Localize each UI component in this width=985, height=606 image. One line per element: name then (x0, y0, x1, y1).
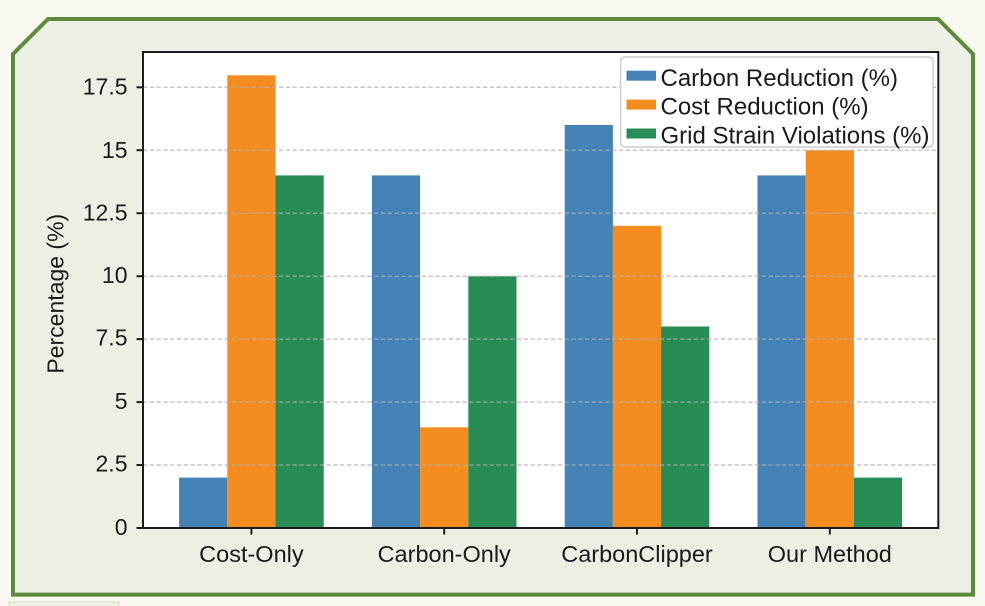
svg-text:17.5: 17.5 (83, 74, 128, 100)
svg-text:Our Method: Our Method (768, 541, 892, 567)
svg-text:Cost Reduction (%): Cost Reduction (%) (661, 94, 869, 121)
svg-text:5: 5 (115, 388, 128, 414)
svg-text:15: 15 (102, 137, 128, 163)
svg-text:CarbonClipper: CarbonClipper (561, 541, 713, 567)
svg-text:2.5: 2.5 (96, 451, 128, 477)
svg-text:0: 0 (115, 514, 128, 540)
svg-text:10: 10 (102, 262, 128, 288)
svg-text:7.5: 7.5 (96, 325, 128, 351)
svg-text:Carbon-Only: Carbon-Only (378, 541, 511, 567)
svg-text:12.5: 12.5 (83, 200, 128, 226)
svg-text:Carbon Reduction (%): Carbon Reduction (%) (661, 65, 898, 92)
svg-text:Cost-Only: Cost-Only (199, 541, 304, 567)
svg-text:Grid Strain Violations (%): Grid Strain Violations (%) (661, 123, 930, 150)
svg-text:Percentage (%): Percentage (%) (43, 214, 69, 374)
